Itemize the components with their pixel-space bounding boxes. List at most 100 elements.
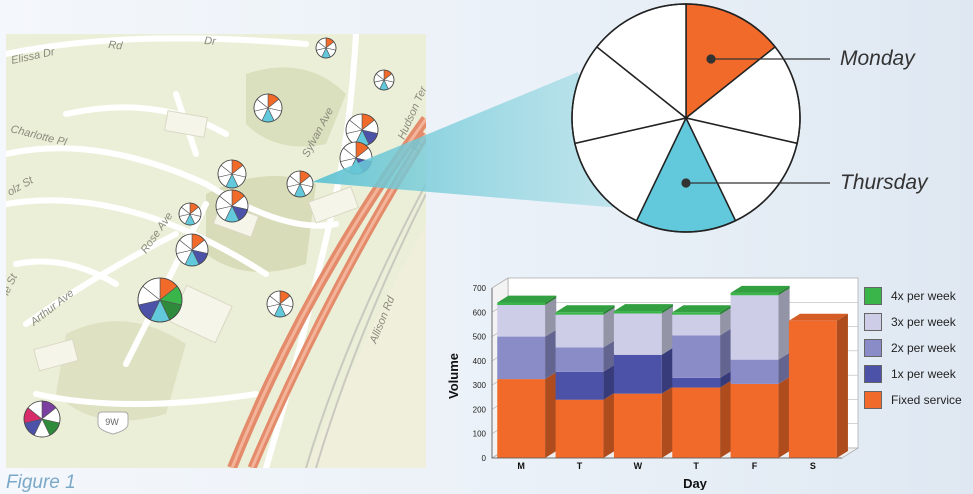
x-tick-label: F bbox=[752, 461, 758, 471]
bar-segment bbox=[555, 347, 604, 372]
bar-segment bbox=[555, 314, 604, 348]
route-shield-9w: 9W bbox=[97, 411, 129, 435]
figure-caption: Figure 1 bbox=[6, 472, 76, 493]
bar-top bbox=[730, 285, 790, 293]
bar-segment bbox=[788, 320, 837, 458]
map-pie-outline bbox=[215, 189, 249, 223]
x-tick-label: T bbox=[693, 461, 699, 471]
building bbox=[33, 338, 79, 372]
bar-segment bbox=[613, 354, 662, 394]
x-tick-label: S bbox=[810, 461, 816, 471]
legend-label: 2x per week bbox=[891, 341, 956, 355]
y-tick-label: 400 bbox=[473, 357, 487, 366]
y-tick-label: 600 bbox=[473, 308, 487, 317]
legend-swatch bbox=[864, 339, 882, 357]
bar-segment-side bbox=[603, 392, 615, 458]
bar-segment bbox=[672, 312, 721, 315]
map-pie-outline bbox=[217, 159, 247, 189]
map-pie-outline bbox=[286, 170, 314, 198]
legend-label: 3x per week bbox=[891, 315, 956, 329]
callout-pie bbox=[571, 3, 801, 233]
chart-axes: 0 100 200 300 400 500 600 700 M T W T F S bbox=[473, 284, 842, 471]
bar-top bbox=[555, 305, 615, 313]
bar-segment-side bbox=[545, 298, 557, 337]
legend-item: 4x per week bbox=[864, 283, 962, 309]
bar-segment bbox=[497, 305, 546, 337]
x-axis-label: Day bbox=[683, 476, 708, 490]
bar-segment bbox=[555, 399, 604, 458]
rail-line bbox=[305, 183, 426, 468]
y-tick-label: 700 bbox=[473, 284, 487, 293]
bar-segment bbox=[730, 359, 779, 384]
bar-segment-side bbox=[661, 304, 673, 314]
legend-swatch bbox=[864, 287, 882, 305]
building bbox=[163, 110, 209, 138]
bar-segment bbox=[730, 383, 779, 458]
street bbox=[6, 35, 309, 57]
y-tick-label: 100 bbox=[473, 430, 487, 439]
svg-text:9W: 9W bbox=[105, 417, 119, 427]
bar-segment bbox=[672, 377, 721, 388]
map-pie-outline bbox=[373, 69, 395, 91]
bar-segment-side bbox=[661, 386, 673, 458]
x-tick-label: M bbox=[517, 461, 525, 471]
bar-segment-side bbox=[661, 306, 673, 355]
street-label-rd: Rd bbox=[108, 39, 124, 52]
bar-segment bbox=[613, 393, 662, 458]
legend-label: 1x per week bbox=[891, 367, 956, 381]
bar-segment bbox=[497, 336, 546, 380]
chart-legend: 4x per week 3x per week 2x per week 1x per … bbox=[864, 283, 962, 413]
legend-label: Fixed service bbox=[891, 393, 962, 407]
map-pie-outline bbox=[23, 400, 61, 438]
bar-segment bbox=[613, 311, 662, 314]
rail-line bbox=[315, 193, 426, 468]
bar-segment-side bbox=[778, 285, 790, 296]
bar-segment-side bbox=[545, 295, 557, 305]
bar-top bbox=[788, 313, 848, 321]
street bbox=[63, 104, 229, 137]
legend-item: 2x per week bbox=[864, 335, 962, 361]
bar-segment bbox=[497, 379, 546, 458]
monday-leader-dot bbox=[706, 54, 716, 64]
bar-segment-side bbox=[778, 352, 790, 384]
bar-segment-side bbox=[603, 364, 615, 400]
bar-segment-side bbox=[836, 313, 848, 458]
bar-segment-side bbox=[778, 376, 790, 458]
bar-segment bbox=[555, 371, 604, 400]
bar-segment bbox=[730, 292, 779, 296]
street-label-dr: Dr bbox=[204, 35, 218, 48]
map-pie-outline bbox=[178, 202, 202, 226]
bar-segment-side bbox=[778, 288, 790, 360]
thursday-leader-dot bbox=[681, 178, 691, 188]
bar-segment-side bbox=[603, 340, 615, 372]
volume-chart: 0 100 200 300 400 500 600 700 M T W T F S Volume Day bbox=[446, 277, 860, 490]
chart-bars bbox=[497, 285, 848, 458]
callout-pie-outline bbox=[571, 3, 801, 233]
bar-segment-side bbox=[545, 372, 557, 458]
legend-item: 1x per week bbox=[864, 361, 962, 387]
bar-segment-side bbox=[603, 305, 615, 315]
gridline bbox=[491, 277, 509, 289]
y-axis-label: Volume bbox=[446, 353, 461, 399]
x-tick-label: W bbox=[634, 461, 643, 471]
legend-item: 3x per week bbox=[864, 309, 962, 335]
legend-swatch bbox=[864, 391, 882, 409]
bar-top bbox=[497, 295, 557, 303]
y-tick-label: 300 bbox=[473, 381, 487, 390]
street bbox=[33, 391, 259, 407]
y-tick-label: 200 bbox=[473, 405, 487, 414]
bar-segment bbox=[672, 314, 721, 336]
y-tick-label: 500 bbox=[473, 333, 487, 342]
bar-segment-side bbox=[720, 307, 732, 336]
street bbox=[13, 258, 119, 287]
bar-segment-side bbox=[720, 305, 732, 315]
bar-segment bbox=[613, 313, 662, 355]
bar-segment-side bbox=[720, 370, 732, 388]
bar-segment-side bbox=[720, 328, 732, 378]
map-pie-outline bbox=[175, 233, 209, 267]
bar-segment bbox=[672, 387, 721, 458]
bar-top bbox=[613, 304, 673, 312]
bar-segment-side bbox=[545, 329, 557, 380]
bar-segment bbox=[497, 302, 546, 305]
bar-segment-side bbox=[603, 307, 615, 348]
